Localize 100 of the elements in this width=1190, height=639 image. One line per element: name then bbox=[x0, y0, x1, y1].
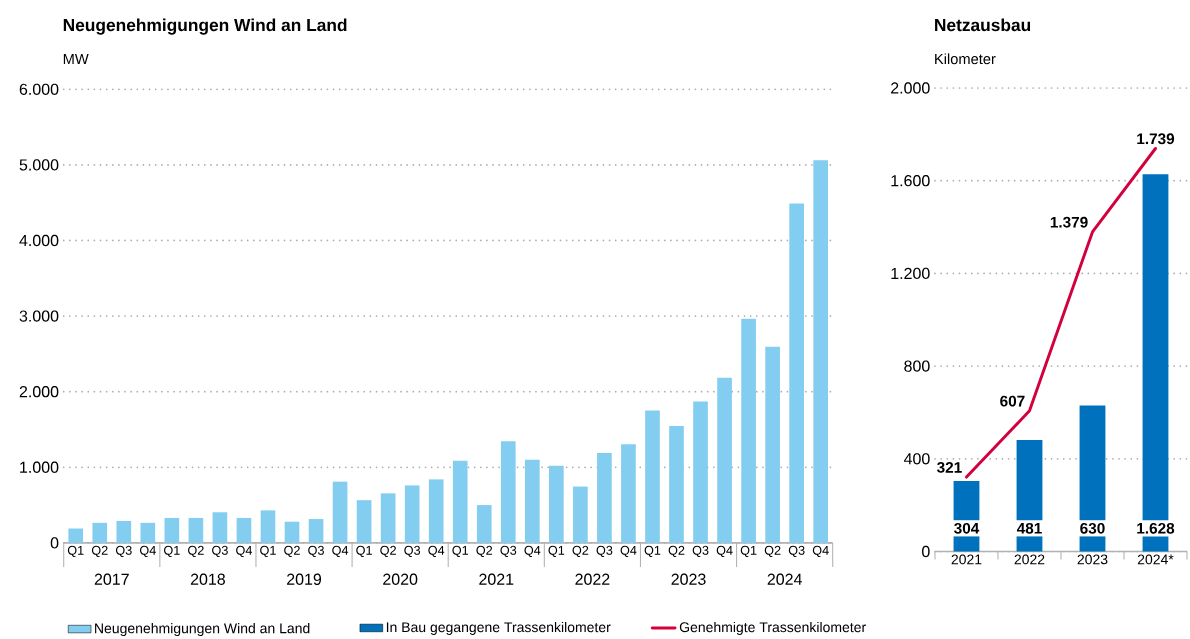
y-tick-label: 1.200 bbox=[891, 267, 930, 280]
x-tick-label: Q1 bbox=[260, 545, 276, 558]
bar bbox=[524, 459, 540, 543]
bar bbox=[308, 519, 324, 543]
y-tick-label: 800 bbox=[904, 360, 930, 372]
x-tick-label: Q3 bbox=[692, 545, 709, 558]
bar bbox=[669, 426, 684, 543]
x-tick-label: Q3 bbox=[212, 545, 228, 558]
data-label: 321 bbox=[937, 461, 962, 473]
bar bbox=[476, 505, 492, 543]
text: 2022 bbox=[575, 573, 610, 585]
bar bbox=[428, 479, 444, 543]
x-tick-label: Q1 bbox=[356, 545, 372, 558]
bar bbox=[140, 522, 156, 543]
bar bbox=[741, 318, 756, 543]
bar bbox=[284, 521, 300, 543]
bar bbox=[597, 452, 612, 543]
x-tick-label: Q2 bbox=[380, 545, 396, 558]
bar bbox=[452, 460, 468, 543]
text: 2019 bbox=[287, 573, 322, 585]
bar bbox=[621, 444, 636, 543]
x-tick-label: Q1 bbox=[644, 545, 661, 558]
y-tick-label: 5.000 bbox=[19, 159, 59, 171]
bar bbox=[380, 493, 396, 543]
chart-title: Neugenehmigungen Wind an Land bbox=[63, 18, 347, 35]
text: 2021 bbox=[479, 573, 514, 585]
y-tick-label: 3.000 bbox=[19, 310, 59, 322]
data-label: 1.379 bbox=[1050, 216, 1088, 228]
bar bbox=[645, 410, 660, 543]
x-tick-label: Q4 bbox=[716, 545, 733, 558]
chart-title: Netzausbau bbox=[935, 18, 1031, 32]
x-tick-label: Q2 bbox=[764, 545, 781, 558]
bar bbox=[68, 528, 84, 543]
x-tick-label: Q1 bbox=[548, 545, 565, 558]
x-tick-label: Q3 bbox=[788, 545, 805, 558]
bar bbox=[92, 522, 108, 543]
x-tick-label: Q1 bbox=[164, 545, 180, 558]
bar bbox=[813, 160, 829, 543]
text: 2024 bbox=[767, 573, 802, 585]
x-tick-label: Q3 bbox=[500, 545, 517, 558]
bar bbox=[500, 441, 516, 543]
y-tick-label: 1.600 bbox=[891, 175, 930, 187]
y-tick-label: 4.000 bbox=[19, 234, 59, 247]
x-tick-label: 2023 bbox=[1077, 554, 1108, 565]
bar bbox=[789, 203, 804, 543]
bar bbox=[765, 346, 780, 543]
bar bbox=[573, 486, 588, 543]
bar bbox=[332, 481, 348, 543]
x-tick-label: Q1 bbox=[452, 545, 469, 558]
y-tick-label: 0 bbox=[922, 545, 930, 558]
bar bbox=[260, 510, 276, 543]
text: 2023 bbox=[671, 573, 706, 585]
data-label: 304 bbox=[954, 522, 980, 534]
x-tick-label: Q4 bbox=[812, 545, 829, 558]
x-tick-label: Q3 bbox=[115, 545, 132, 558]
x-tick-label: Q4 bbox=[332, 545, 349, 558]
data-label: 607 bbox=[1000, 395, 1025, 407]
x-tick-label: Q4 bbox=[428, 545, 445, 558]
bar bbox=[717, 377, 732, 543]
text: 2018 bbox=[190, 573, 225, 585]
y-tick-label: 2.000 bbox=[891, 82, 930, 94]
bar bbox=[116, 520, 132, 543]
x-tick-label: Q3 bbox=[308, 545, 324, 558]
x-tick-label: Q3 bbox=[404, 545, 421, 558]
y-tick-label: 2.000 bbox=[19, 386, 59, 398]
x-tick-label: 2022 bbox=[1014, 554, 1045, 565]
y-tick-label: 6.000 bbox=[19, 83, 59, 95]
legend-label: In Bau gegangene Trassenkilometer bbox=[386, 621, 611, 635]
x-tick-label: Q1 bbox=[740, 545, 757, 558]
data-label: 630 bbox=[1080, 522, 1105, 534]
x-tick-label: Q2 bbox=[91, 545, 108, 558]
line-series bbox=[965, 147, 1157, 479]
x-tick-label: Q4 bbox=[139, 545, 156, 558]
x-tick-label: 2024* bbox=[1137, 554, 1174, 565]
text: 2017 bbox=[94, 573, 129, 585]
legend-label: Genehmigte Trassenkilometer bbox=[679, 621, 866, 635]
bar bbox=[164, 517, 180, 543]
x-tick-label: 2021 bbox=[951, 554, 982, 565]
data-label: 1.628 bbox=[1137, 522, 1175, 534]
bar bbox=[236, 517, 252, 543]
x-tick-label: Q2 bbox=[572, 545, 589, 558]
x-tick-label: Q2 bbox=[476, 545, 493, 558]
bar bbox=[188, 517, 204, 543]
data-label: 1.739 bbox=[1137, 133, 1175, 145]
x-tick-label: Q4 bbox=[236, 545, 253, 558]
x-tick-label: Q2 bbox=[188, 545, 204, 558]
y-axis-title: MW bbox=[63, 53, 89, 64]
y-tick-label: 1.000 bbox=[20, 461, 59, 473]
bar bbox=[549, 465, 564, 543]
y-tick-label: 0 bbox=[50, 537, 59, 549]
x-tick-label: Q4 bbox=[524, 545, 541, 558]
legend-label: Neugenehmigungen Wind an Land bbox=[95, 622, 310, 637]
y-axis-title: Kilometer bbox=[935, 53, 996, 65]
x-tick-label: Q2 bbox=[284, 545, 300, 558]
data-label: 481 bbox=[1016, 522, 1042, 534]
bar bbox=[693, 401, 708, 543]
text: 2020 bbox=[383, 573, 418, 585]
x-tick-label: Q1 bbox=[67, 545, 84, 558]
x-tick-label: Q2 bbox=[668, 545, 685, 558]
bar bbox=[404, 485, 420, 543]
